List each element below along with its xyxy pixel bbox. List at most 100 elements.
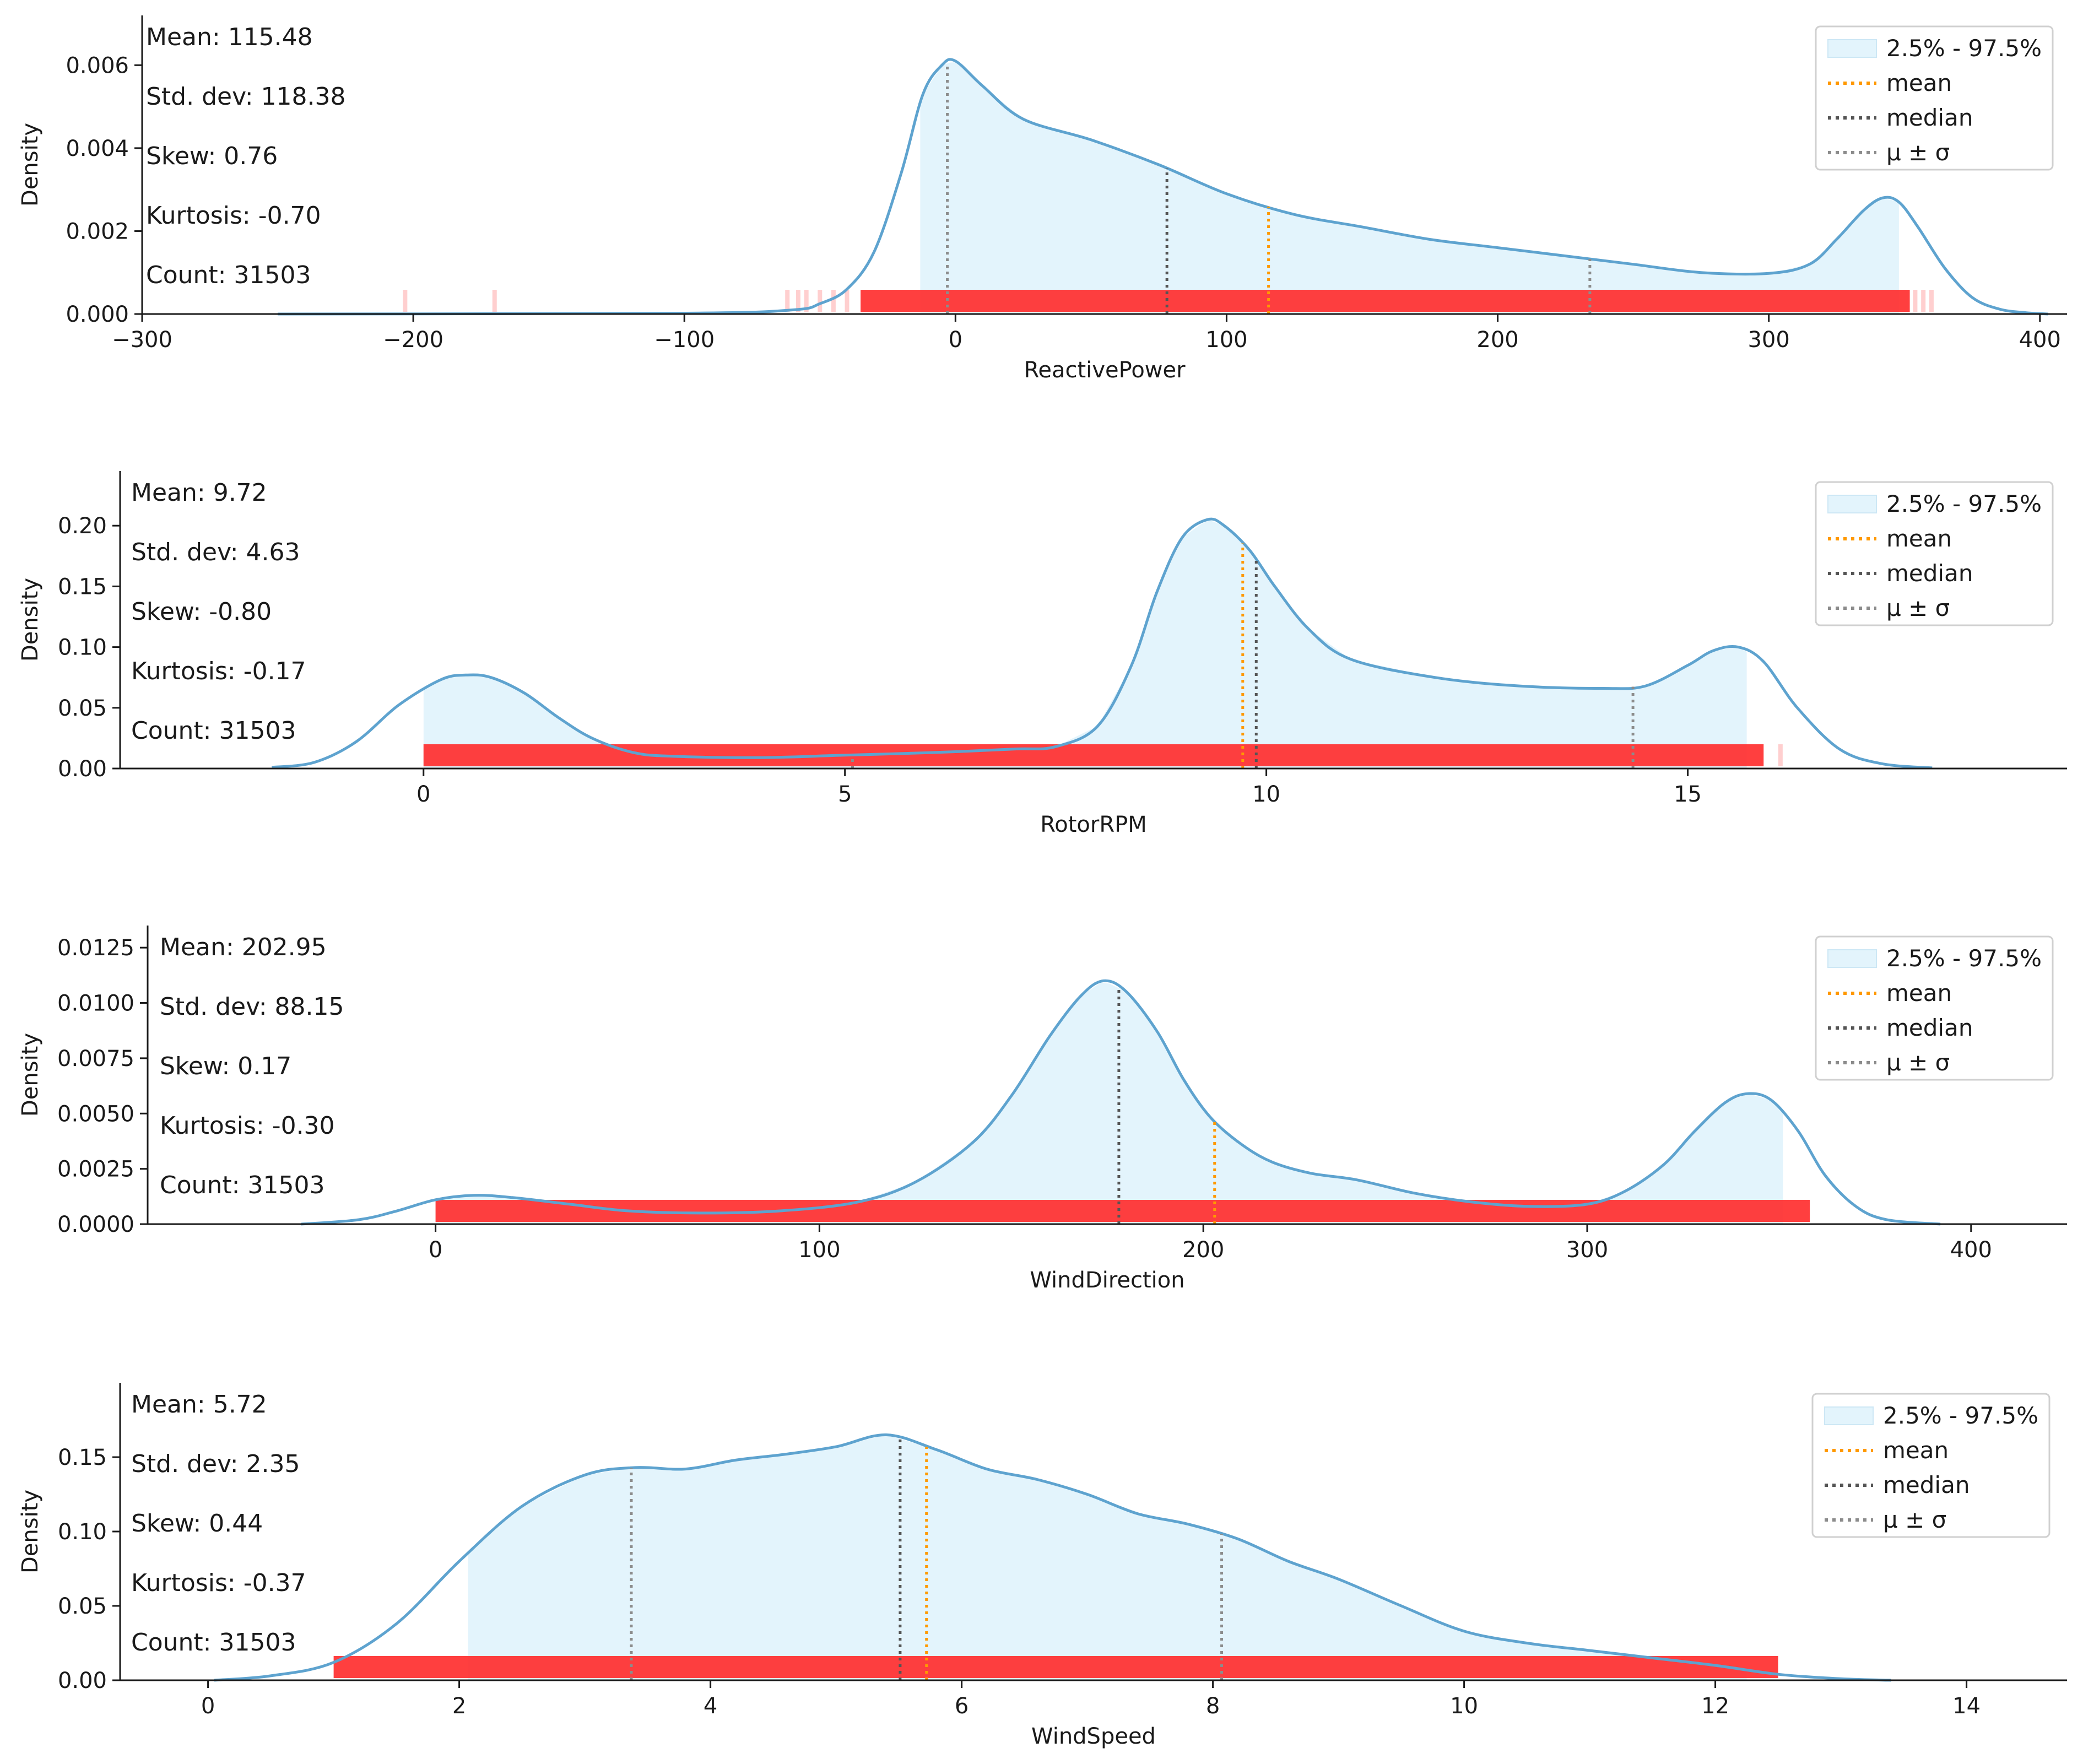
chart-panel-winddirection: 0 100 200 300 400 0.0000 0.0025 0.0050 0.0075 0.0… xyxy=(18,926,2067,1293)
y-tick-label: 0.0000 xyxy=(57,1212,134,1237)
stat-line: Skew: 0.76 xyxy=(146,142,278,170)
legend: 2.5% - 97.5% mean median μ ± σ xyxy=(1815,25,2054,171)
x-tick-label: 200 xyxy=(1182,1237,1224,1263)
stat-line: Std. dev: 88.15 xyxy=(160,993,344,1021)
rug-band xyxy=(333,1656,1778,1678)
stat-line: Count: 31503 xyxy=(131,717,296,745)
legend: 2.5% - 97.5% mean median μ ± σ xyxy=(1815,935,2054,1081)
stat-line: Mean: 115.48 xyxy=(146,23,313,51)
chart-panel-windspeed: 0 2 4 6 8 10 12 14 0.00 0.05 0.10 0.15 WindSpeed Dens… xyxy=(18,1383,2067,1749)
x-tick-label: 300 xyxy=(1566,1237,1608,1263)
stat-line: Kurtosis: -0.17 xyxy=(131,657,306,685)
rug-plot xyxy=(423,744,1783,766)
legend-frame xyxy=(1815,25,2054,171)
legend-label: μ ± σ xyxy=(1883,1506,1946,1533)
x-tick-label: 5 xyxy=(838,782,852,807)
y-axis-label: Density xyxy=(18,1033,43,1117)
legend-frame xyxy=(1815,481,2054,626)
interval-fill xyxy=(423,520,1747,769)
x-tick-label: 4 xyxy=(704,1693,717,1719)
stats-block: Mean: 202.95 Std. dev: 88.15 Skew: 0.17 Kur… xyxy=(160,933,344,1199)
legend-label: median xyxy=(1883,1471,1970,1498)
x-tick-label: 100 xyxy=(1205,327,1247,353)
stat-line: Count: 31503 xyxy=(160,1171,324,1199)
stat-line: Std. dev: 2.35 xyxy=(131,1450,300,1478)
y-tick-label: 0.000 xyxy=(66,302,129,327)
legend-label: median xyxy=(1886,104,1973,131)
x-tick-label: 200 xyxy=(1476,327,1518,353)
stats-block: Mean: 115.48 Std. dev: 118.38 Skew: 0.76 Ku… xyxy=(146,23,345,289)
stat-line: Kurtosis: -0.37 xyxy=(131,1569,306,1597)
stat-line: Skew: 0.17 xyxy=(160,1052,291,1080)
y-tick-label: 0.05 xyxy=(58,696,107,721)
x-axis-label: WindDirection xyxy=(1030,1268,1184,1293)
y-tick-label: 0.0025 xyxy=(57,1157,134,1182)
x-tick-label: 0 xyxy=(416,782,430,807)
legend-swatch-fill xyxy=(1827,949,1877,968)
chart-panel-reactivepower: −300 −200 −100 0 100 200 300 400 0.000 0.002 0.004… xyxy=(18,15,2067,383)
y-tick-label: 0.00 xyxy=(58,756,107,782)
x-tick-label: 100 xyxy=(798,1237,840,1263)
y-tick-label: 0.00 xyxy=(58,1668,107,1693)
y-tick-label: 0.0125 xyxy=(57,935,134,961)
legend-swatch-fill xyxy=(1827,39,1877,58)
chart-panel-rotorrpm: 0 5 10 15 0.00 0.05 0.10 0.15 0.20 RotorRPM Densit… xyxy=(18,471,2067,837)
stat-line: Mean: 202.95 xyxy=(160,933,327,961)
y-tick-label: 0.002 xyxy=(66,219,129,244)
x-tick-label: 2 xyxy=(452,1693,466,1719)
stat-line: Std. dev: 118.38 xyxy=(146,83,345,111)
kde-curve xyxy=(301,979,1941,1226)
x-tick-label: 400 xyxy=(1950,1237,1992,1263)
legend-label: median xyxy=(1886,1014,1973,1041)
legend-label: μ ± σ xyxy=(1886,139,1950,166)
x-tick-label: 6 xyxy=(955,1693,969,1719)
legend-label: 2.5% - 97.5% xyxy=(1886,490,2042,517)
kde-curve xyxy=(278,58,2048,316)
y-tick-label: 0.10 xyxy=(58,1519,107,1545)
legend-label: mean xyxy=(1886,69,1952,96)
stat-line: Count: 31503 xyxy=(131,1628,296,1657)
legend-label: 2.5% - 97.5% xyxy=(1883,1402,2038,1429)
x-axis-label: WindSpeed xyxy=(1031,1724,1156,1749)
legend-label: 2.5% - 97.5% xyxy=(1886,945,2042,972)
legend-label: median xyxy=(1886,560,1973,587)
x-tick-label: −100 xyxy=(654,327,715,353)
kde-curve xyxy=(214,1433,1891,1682)
stat-line: Kurtosis: -0.70 xyxy=(146,202,321,230)
rug-plot xyxy=(435,1200,1810,1222)
x-tick-label: −300 xyxy=(112,327,172,353)
x-tick-label: −200 xyxy=(383,327,443,353)
y-tick-label: 0.0100 xyxy=(57,991,134,1016)
y-tick-label: 0.15 xyxy=(58,1445,107,1470)
rug-band xyxy=(435,1200,1810,1222)
x-tick-label: 0 xyxy=(949,327,962,353)
x-tick-label: 12 xyxy=(1701,1693,1729,1719)
rug-band xyxy=(423,744,1764,766)
interval-fill xyxy=(920,62,1899,314)
legend-label: mean xyxy=(1886,525,1952,552)
x-tick-label: 15 xyxy=(1674,782,1702,807)
x-axis-label: ReactivePower xyxy=(1024,358,1186,383)
x-tick-label: 300 xyxy=(1747,327,1789,353)
rug-band xyxy=(861,290,1910,312)
stat-line: Skew: 0.44 xyxy=(131,1509,263,1538)
x-tick-label: 10 xyxy=(1252,782,1280,807)
legend-label: μ ± σ xyxy=(1886,594,1950,621)
stats-block: Mean: 9.72 Std. dev: 4.63 Skew: -0.80 Kurto… xyxy=(131,479,306,745)
legend-label: mean xyxy=(1883,1437,1949,1464)
y-tick-label: 0.0075 xyxy=(57,1046,134,1072)
stats-block: Mean: 5.72 Std. dev: 2.35 Skew: 0.44 Kurtos… xyxy=(131,1390,306,1657)
y-tick-label: 0.20 xyxy=(58,513,107,539)
x-tick-label: 0 xyxy=(429,1237,442,1263)
y-tick-label: 0.10 xyxy=(58,635,107,661)
rug-plot xyxy=(403,290,1934,312)
y-tick-label: 0.006 xyxy=(66,53,129,78)
rug-plot xyxy=(333,1656,1778,1678)
x-axis-label: RotorRPM xyxy=(1040,812,1147,837)
legend-label: 2.5% - 97.5% xyxy=(1886,35,2042,62)
legend-label: mean xyxy=(1886,980,1952,1007)
legend-frame xyxy=(1811,1393,2050,1538)
x-tick-label: 400 xyxy=(2019,327,2061,353)
y-tick-label: 0.0050 xyxy=(57,1101,134,1127)
